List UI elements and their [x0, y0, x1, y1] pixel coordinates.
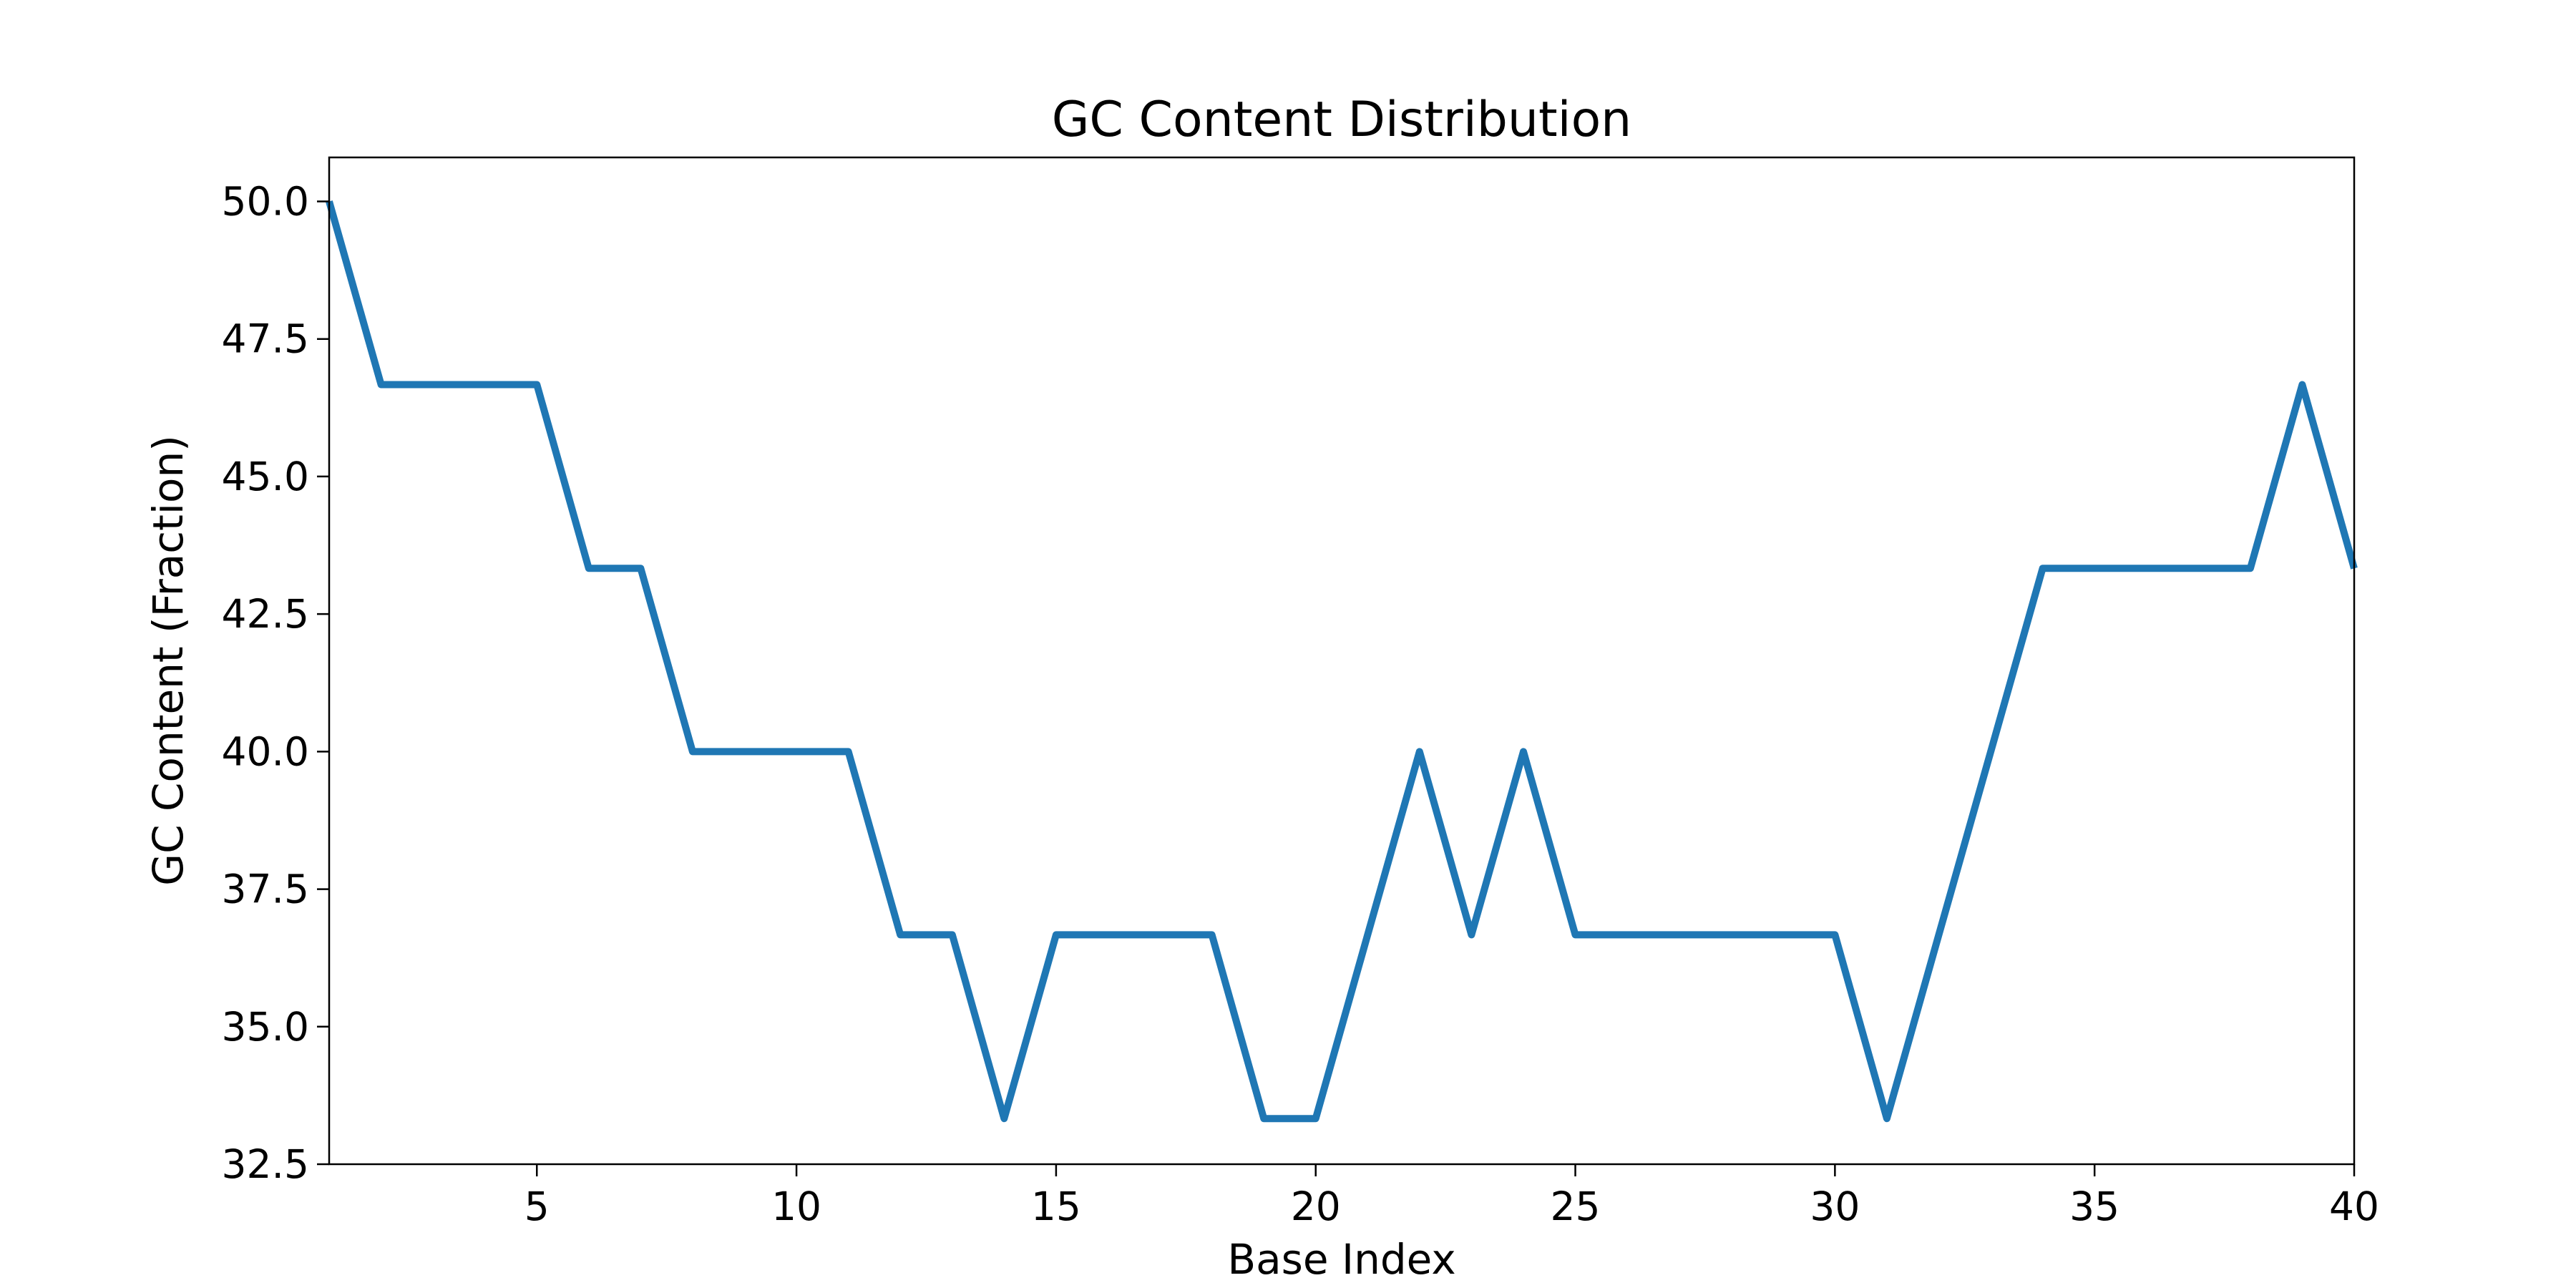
x-tick-label: 40 [2329, 1184, 2379, 1229]
y-axis-label: GC Content (Fraction) [144, 435, 192, 886]
x-tick-label: 10 [771, 1184, 821, 1229]
series-line-0 [326, 200, 2358, 1123]
y-tick-label: 42.5 [222, 591, 309, 637]
x-tick-label: 30 [1810, 1184, 1860, 1229]
chart-title: GC Content Distribution [1052, 92, 1632, 148]
x-tick-label: 5 [525, 1184, 550, 1229]
y-tick-label: 37.5 [222, 867, 309, 912]
y-tick-label: 47.5 [222, 316, 309, 362]
x-tick-label: 20 [1291, 1184, 1341, 1229]
y-tick-label: 50.0 [222, 179, 309, 225]
x-tick-label: 25 [1551, 1184, 1601, 1229]
y-tick-label: 40.0 [222, 728, 309, 774]
y-tick-label: 45.0 [222, 454, 309, 499]
y-tick-label: 35.0 [222, 1004, 309, 1050]
x-tick-label: 15 [1031, 1184, 1081, 1229]
plot-frame [328, 156, 2356, 1166]
plot-area [326, 200, 2358, 1123]
axis-ticks: 5 10 15 20 25 30 35 40 32.5 35.0 37.5 40.0 42.5 45.0 4… [222, 179, 2379, 1229]
x-tick-label: 35 [2069, 1184, 2119, 1229]
y-tick-label: 32.5 [222, 1141, 309, 1187]
x-axis-label: Base Index [1227, 1235, 1455, 1284]
